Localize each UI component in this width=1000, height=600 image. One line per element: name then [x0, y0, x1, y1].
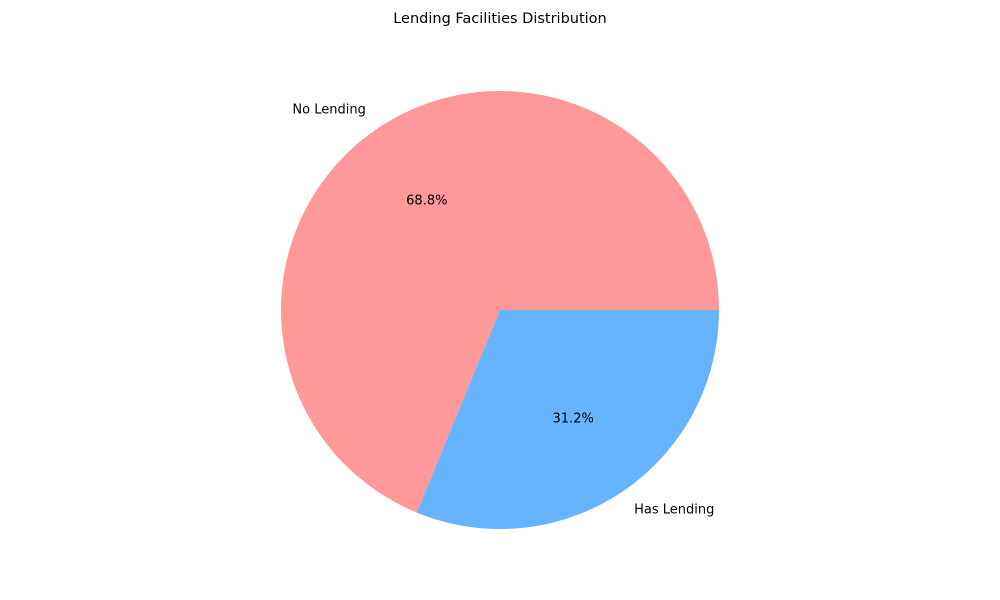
slice-label-0: No Lending [292, 102, 365, 117]
pie-slice-1 [416, 310, 719, 529]
pie-slice-0 [281, 90, 719, 513]
slice-pct-label-1: 31.2% [553, 412, 594, 427]
chart-title: Lending Facilities Distribution [393, 11, 607, 27]
slice-pct-label-0: 68.8% [406, 193, 447, 208]
slice-label-1: Has Lending [634, 503, 714, 518]
